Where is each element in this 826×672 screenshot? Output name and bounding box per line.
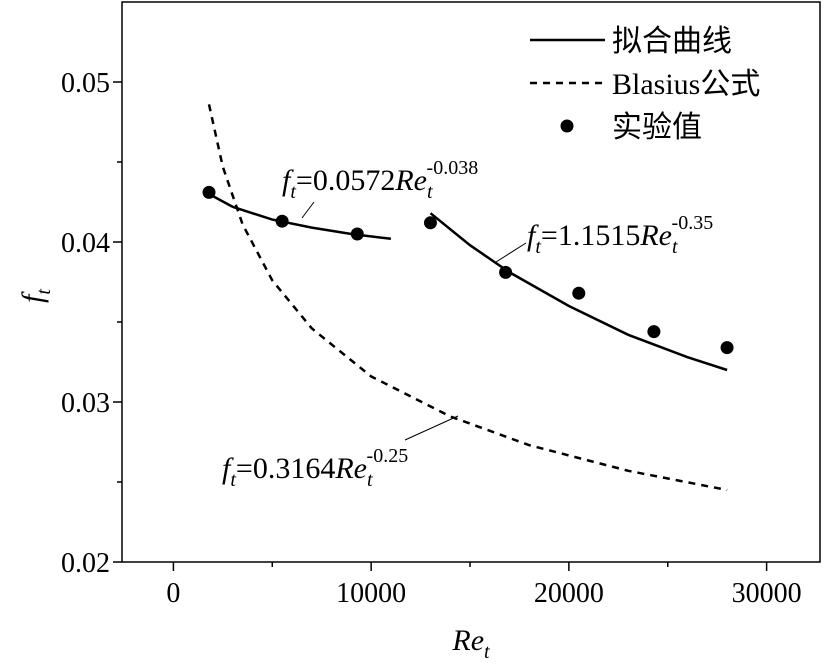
x-tick-label: 30000 bbox=[732, 578, 802, 609]
data-point bbox=[499, 265, 513, 279]
eq-var: Re bbox=[394, 164, 427, 197]
legend-marker bbox=[560, 119, 574, 133]
eq-var-sub: t bbox=[367, 469, 373, 491]
leader-line bbox=[404, 415, 459, 441]
y-tick-label: 0.03 bbox=[61, 388, 110, 419]
equation-annotation: ft=0.3164Ret-0.25 bbox=[222, 445, 408, 491]
eq-var: Re bbox=[334, 452, 367, 485]
x-tick-label: 10000 bbox=[336, 578, 406, 609]
data-point bbox=[572, 286, 586, 300]
x-axis-label: Ret bbox=[451, 624, 490, 663]
data-point bbox=[423, 216, 437, 230]
eq-coef: =0.0572 bbox=[296, 164, 395, 197]
legend-label: 实验值 bbox=[612, 111, 702, 144]
eq-var: Re bbox=[639, 219, 672, 252]
x-tick-label: 20000 bbox=[534, 578, 604, 609]
equation-annotation: ft=0.0572Ret-0.038 bbox=[282, 157, 478, 203]
y-label-sub: t bbox=[33, 289, 55, 295]
leader-line bbox=[301, 201, 315, 219]
plot-frame bbox=[121, 1, 821, 563]
eq-var-sub: t bbox=[672, 236, 678, 258]
eq-exp: -0.25 bbox=[367, 445, 409, 467]
leader-line bbox=[495, 242, 527, 263]
eq-coef: =0.3164 bbox=[236, 452, 335, 485]
series-line bbox=[207, 104, 728, 492]
eq-exp: -0.038 bbox=[427, 157, 479, 179]
legend-label: Blasius公式 bbox=[612, 68, 760, 101]
eq-var-sub: t bbox=[427, 181, 433, 203]
eq-exp: -0.35 bbox=[672, 212, 714, 234]
eq-lhs-sub: t bbox=[230, 469, 236, 491]
data-point bbox=[720, 341, 734, 355]
eq-lhs-sub: t bbox=[535, 236, 541, 258]
y-tick-label: 0.04 bbox=[61, 228, 110, 259]
x-label-sub: t bbox=[484, 641, 490, 663]
y-axis-label: ft bbox=[16, 289, 55, 303]
y-tick-label: 0.05 bbox=[61, 68, 110, 99]
data-point bbox=[275, 214, 289, 228]
x-label-main: Re bbox=[451, 624, 484, 657]
equation-annotation: ft=1.1515Ret-0.35 bbox=[527, 212, 713, 258]
data-point bbox=[350, 227, 364, 241]
x-tick-label: 0 bbox=[166, 578, 180, 609]
data-point bbox=[647, 325, 661, 339]
data-point bbox=[202, 185, 216, 199]
legend-label: 拟合曲线 bbox=[612, 25, 732, 58]
eq-lhs-sub: t bbox=[290, 181, 296, 203]
y-tick-label: 0.02 bbox=[61, 548, 110, 579]
eq-coef: =1.1515 bbox=[541, 219, 640, 252]
